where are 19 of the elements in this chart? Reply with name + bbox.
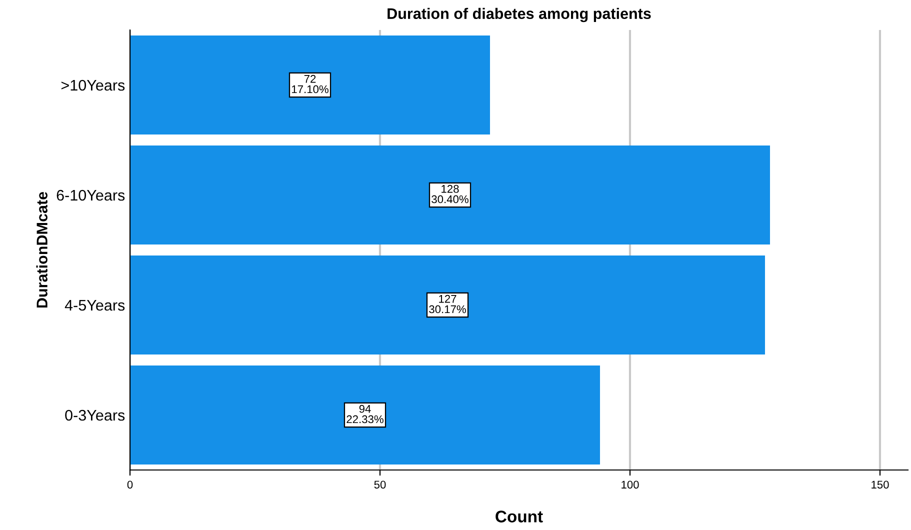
x-axis-title: Count — [496, 510, 543, 522]
data-label: 72 17.10% — [292, 74, 328, 94]
x-tick-label: 100 — [622, 480, 639, 489]
x-tick-label: 50 — [374, 480, 386, 489]
y-tick-label: 6-10Years — [56, 190, 125, 201]
bar — [130, 146, 770, 244]
y-tick-label: 0-3Years — [65, 410, 125, 421]
bar — [130, 366, 600, 464]
bar — [130, 36, 490, 134]
data-label: 94 22.33% — [346, 404, 384, 424]
x-tick-label: 0 — [127, 480, 133, 489]
y-tick-label: 4-5Years — [64, 300, 125, 311]
y-tick-label: >10Years — [61, 80, 125, 91]
x-tick-label: 150 — [872, 480, 889, 489]
data-label: 128 30.40% — [432, 184, 468, 204]
bar — [130, 256, 765, 354]
y-axis-title: DurationDMcate — [36, 192, 48, 308]
data-label: 127 30.17% — [429, 294, 466, 314]
chart-title: Duration of diabetes among patients — [388, 8, 651, 22]
